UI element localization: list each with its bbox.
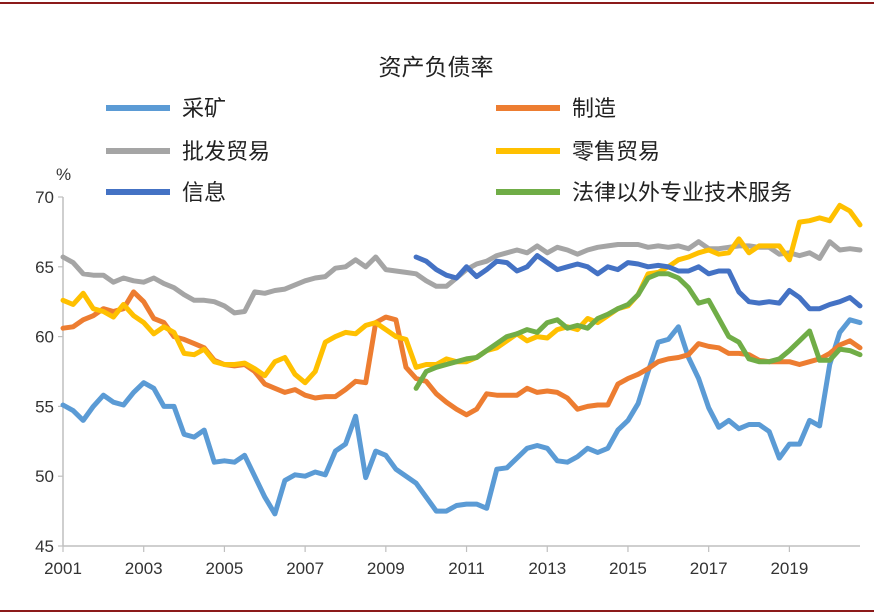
x-tick-label: 2005 [206, 559, 244, 578]
x-tick-label: 2019 [770, 559, 808, 578]
bottom-rule [0, 610, 874, 612]
series-layer [60, 202, 863, 517]
legend-label-0: 采矿 [182, 97, 226, 122]
y-tick-label: 50 [35, 467, 54, 486]
x-tick-label: 2001 [44, 559, 82, 578]
x-tick-label: 2013 [528, 559, 566, 578]
legend-label-3: 零售贸易 [572, 140, 660, 165]
legend-label-5: 法律以外专业技术服务 [572, 181, 792, 206]
series-line-4 [413, 253, 863, 312]
y-tick-label: 60 [35, 328, 54, 347]
x-tick-label: 2015 [609, 559, 647, 578]
y-tick-label: 55 [35, 397, 54, 416]
y-tick-label: 45 [35, 537, 54, 556]
series-line-1 [60, 289, 863, 418]
y-tick-label: 65 [35, 258, 54, 277]
x-tick-label: 2003 [125, 559, 163, 578]
series-line-2 [60, 239, 863, 316]
x-tick-label: 2017 [690, 559, 728, 578]
legend-label-4: 信息 [182, 181, 226, 206]
top-rule [0, 2, 874, 4]
x-tick-label: 2011 [448, 559, 485, 578]
x-tick-label: 2007 [286, 559, 324, 578]
series-line-5 [413, 271, 863, 391]
y-axis-unit: % [56, 165, 71, 184]
legend-label-1: 制造 [572, 97, 616, 122]
x-tick-label: 2009 [367, 559, 405, 578]
series-line-0 [60, 317, 863, 517]
legend-label-2: 批发贸易 [182, 140, 270, 165]
chart-title: 资产负债率 [379, 55, 494, 81]
axes: 45 50 55 60 65 70 2001 2003 2005 2007 2009 2011 2013… [35, 188, 860, 578]
y-tick-label: 70 [35, 188, 54, 207]
